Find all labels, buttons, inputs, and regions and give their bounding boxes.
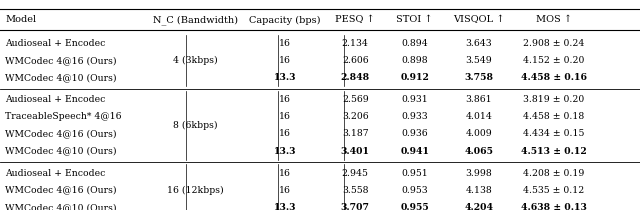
Text: Audioseal + Encodec: Audioseal + Encodec xyxy=(5,39,106,48)
Text: 4.014: 4.014 xyxy=(465,112,492,121)
Text: 16: 16 xyxy=(279,186,291,195)
Text: Model: Model xyxy=(5,16,36,24)
Text: 4.009: 4.009 xyxy=(465,130,492,138)
Text: 3.819 ± 0.20: 3.819 ± 0.20 xyxy=(523,95,584,104)
Text: 3.401: 3.401 xyxy=(340,147,370,156)
Text: 4.434 ± 0.15: 4.434 ± 0.15 xyxy=(523,130,584,138)
Text: 3.206: 3.206 xyxy=(342,112,369,121)
Text: 0.912: 0.912 xyxy=(400,73,429,82)
Text: WMCodec 4@16 (Ours): WMCodec 4@16 (Ours) xyxy=(5,186,116,195)
Text: 3.558: 3.558 xyxy=(342,186,369,195)
Text: 3.758: 3.758 xyxy=(464,73,493,82)
Text: 3.998: 3.998 xyxy=(465,169,492,177)
Text: 0.931: 0.931 xyxy=(401,95,428,104)
Text: 3.549: 3.549 xyxy=(465,56,492,65)
Text: PESQ ↑: PESQ ↑ xyxy=(335,16,375,24)
Text: VISQOL ↑: VISQOL ↑ xyxy=(453,16,504,24)
Text: 8 (6kbps): 8 (6kbps) xyxy=(173,121,218,130)
Text: 4.458 ± 0.16: 4.458 ± 0.16 xyxy=(520,73,587,82)
Text: 4.638 ± 0.13: 4.638 ± 0.13 xyxy=(521,203,586,210)
Text: 3.187: 3.187 xyxy=(342,130,369,138)
Text: 16: 16 xyxy=(279,95,291,104)
Text: 0.951: 0.951 xyxy=(401,169,428,177)
Text: WMCodec 4@10 (Ours): WMCodec 4@10 (Ours) xyxy=(5,203,116,210)
Text: 16: 16 xyxy=(279,169,291,177)
Text: 0.933: 0.933 xyxy=(401,112,428,121)
Text: Audioseal + Encodec: Audioseal + Encodec xyxy=(5,169,106,177)
Text: WMCodec 4@16 (Ours): WMCodec 4@16 (Ours) xyxy=(5,130,116,138)
Text: 0.953: 0.953 xyxy=(401,186,428,195)
Text: 13.3: 13.3 xyxy=(273,73,296,82)
Text: 4.152 ± 0.20: 4.152 ± 0.20 xyxy=(523,56,584,65)
Text: TraceableSpeech* 4@16: TraceableSpeech* 4@16 xyxy=(5,112,122,121)
Text: 0.898: 0.898 xyxy=(401,56,428,65)
Text: 4.535 ± 0.12: 4.535 ± 0.12 xyxy=(523,186,584,195)
Text: 2.606: 2.606 xyxy=(342,56,369,65)
Text: 4.513 ± 0.12: 4.513 ± 0.12 xyxy=(521,147,586,156)
Text: 4 (3kbps): 4 (3kbps) xyxy=(173,56,218,65)
Text: 0.955: 0.955 xyxy=(401,203,429,210)
Text: 3.643: 3.643 xyxy=(465,39,492,48)
Text: 4.138: 4.138 xyxy=(465,186,492,195)
Text: 4.204: 4.204 xyxy=(464,203,493,210)
Text: 13.3: 13.3 xyxy=(273,203,296,210)
Text: WMCodec 4@16 (Ours): WMCodec 4@16 (Ours) xyxy=(5,56,116,65)
Text: 2.134: 2.134 xyxy=(342,39,369,48)
Text: 4.065: 4.065 xyxy=(464,147,493,156)
Text: 16: 16 xyxy=(279,112,291,121)
Text: 13.3: 13.3 xyxy=(273,147,296,156)
Text: Audioseal + Encodec: Audioseal + Encodec xyxy=(5,95,106,104)
Text: 2.848: 2.848 xyxy=(340,73,370,82)
Text: 4.208 ± 0.19: 4.208 ± 0.19 xyxy=(523,169,584,177)
Text: 2.908 ± 0.24: 2.908 ± 0.24 xyxy=(523,39,584,48)
Text: 2.945: 2.945 xyxy=(342,169,369,177)
Text: MOS ↑: MOS ↑ xyxy=(536,16,572,24)
Text: 16: 16 xyxy=(279,39,291,48)
Text: 3.861: 3.861 xyxy=(465,95,492,104)
Text: STOI ↑: STOI ↑ xyxy=(396,16,433,24)
Text: 0.941: 0.941 xyxy=(400,147,429,156)
Text: 16: 16 xyxy=(279,56,291,65)
Text: 16 (12kbps): 16 (12kbps) xyxy=(167,186,223,195)
Text: Capacity (bps): Capacity (bps) xyxy=(249,15,321,25)
Text: N_C (Bandwidth): N_C (Bandwidth) xyxy=(153,15,237,25)
Text: WMCodec 4@10 (Ours): WMCodec 4@10 (Ours) xyxy=(5,73,116,82)
Text: 16: 16 xyxy=(279,130,291,138)
Text: 0.936: 0.936 xyxy=(401,130,428,138)
Text: 4.458 ± 0.18: 4.458 ± 0.18 xyxy=(523,112,584,121)
Text: 2.569: 2.569 xyxy=(342,95,369,104)
Text: WMCodec 4@10 (Ours): WMCodec 4@10 (Ours) xyxy=(5,147,116,156)
Text: 0.894: 0.894 xyxy=(401,39,428,48)
Text: 3.707: 3.707 xyxy=(340,203,370,210)
